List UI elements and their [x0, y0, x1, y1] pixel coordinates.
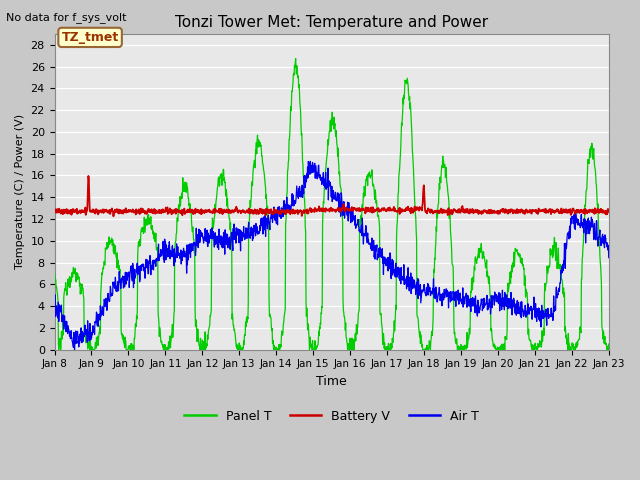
Text: TZ_tmet: TZ_tmet	[61, 31, 119, 44]
Text: No data for f_sys_volt: No data for f_sys_volt	[6, 12, 127, 23]
Y-axis label: Temperature (C) / Power (V): Temperature (C) / Power (V)	[15, 114, 25, 269]
Legend: Panel T, Battery V, Air T: Panel T, Battery V, Air T	[179, 405, 484, 428]
X-axis label: Time: Time	[316, 375, 347, 388]
Title: Tonzi Tower Met: Temperature and Power: Tonzi Tower Met: Temperature and Power	[175, 15, 488, 30]
